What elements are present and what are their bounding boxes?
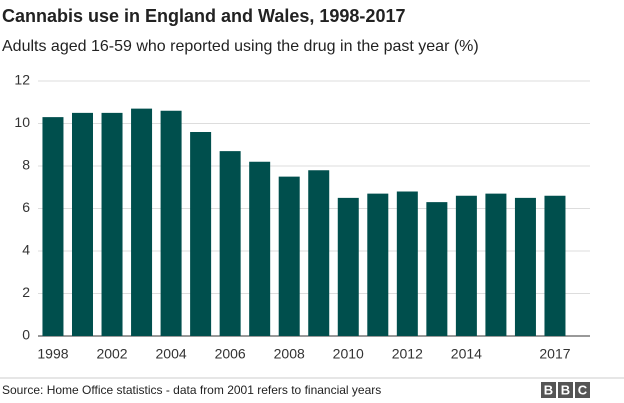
bar: [514, 197, 536, 336]
bar: [190, 132, 212, 336]
bar: [337, 197, 359, 336]
bar: [544, 195, 566, 336]
y-tick-label: 2: [22, 284, 30, 300]
bar: [101, 112, 123, 336]
bar: [160, 110, 182, 336]
bar: [308, 170, 330, 336]
logo-box: [558, 382, 573, 398]
logo-letter: B: [544, 382, 553, 397]
x-tick-label: 2010: [333, 346, 364, 362]
bar: [455, 195, 477, 336]
x-tick-label: 2008: [274, 346, 305, 362]
logo-letter: C: [578, 382, 588, 397]
bar: [485, 193, 507, 336]
x-tick-label: 2002: [96, 346, 127, 362]
bar: [71, 112, 93, 336]
x-tick-label: 1998: [37, 346, 68, 362]
y-tick-label: 4: [22, 242, 30, 258]
bar: [219, 151, 241, 336]
bar: [249, 161, 271, 336]
logo-letter: B: [561, 382, 570, 397]
y-tick-label: 0: [22, 327, 30, 343]
x-tick-label: 2006: [215, 346, 246, 362]
bar: [367, 193, 389, 336]
bar: [278, 176, 300, 336]
bar: [426, 202, 448, 336]
bar: [131, 108, 153, 336]
bar: [396, 191, 418, 336]
source: Source: Home Office statistics - data fr…: [2, 383, 381, 397]
x-tick-label: 2004: [156, 346, 187, 362]
logo-box: [541, 382, 556, 398]
y-tick-label: 6: [22, 199, 30, 215]
x-tick-label: 2012: [392, 346, 423, 362]
chart-title: Cannabis use in England and Wales, 1998-…: [2, 6, 405, 26]
y-tick-label: 10: [14, 114, 30, 130]
chart-subtitle: Adults aged 16-59 who reported using the…: [2, 38, 479, 55]
y-tick-label: 8: [22, 157, 30, 173]
x-tick-label: 2014: [451, 346, 482, 362]
y-tick-label: 12: [14, 72, 30, 88]
bar: [42, 117, 64, 336]
logo-box: [575, 382, 590, 398]
x-tick-label: 2017: [539, 346, 570, 362]
